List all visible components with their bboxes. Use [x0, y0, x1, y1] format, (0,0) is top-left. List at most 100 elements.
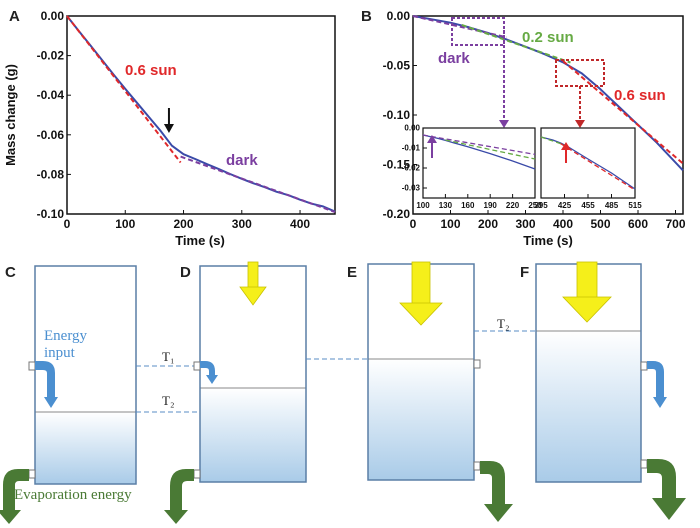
y-tick-label: -0.06: [37, 128, 65, 142]
ylabel-a: Mass change (g): [3, 64, 18, 166]
evaporation-arrowhead-c: [0, 510, 21, 524]
vessel-c: [34, 265, 137, 485]
plot-frame-a: [66, 15, 336, 215]
annotation-green-b: 0.2 sun: [522, 29, 574, 46]
x-tick-label: 0: [410, 217, 417, 231]
energy-arrow-f: [647, 361, 664, 398]
x-tick-label: 250: [528, 201, 542, 210]
series-a: [66, 15, 336, 213]
measured-line: [66, 15, 336, 213]
y-tick-label: -0.01: [402, 144, 421, 153]
xlabel-b: Time (s): [523, 233, 573, 248]
x-tick-label: 425: [558, 201, 572, 210]
axis-ticks-a: 0 100 200 300 400 0.00 -0.02 -0.04 -0.06 -0.08 -0.…: [37, 9, 311, 231]
water-c: [35, 412, 136, 484]
x-tick-label: 485: [605, 201, 619, 210]
water-e: [368, 359, 474, 480]
y-tick-label: -0.10: [383, 108, 411, 122]
x-tick-label: 200: [174, 217, 194, 231]
container-d: [164, 261, 307, 524]
x-tick-label: 200: [478, 217, 498, 231]
fit-line: [180, 155, 336, 213]
x-tick-label: 220: [506, 201, 520, 210]
evaporation-arrow-f: [647, 459, 676, 500]
y-tick-label: -0.02: [37, 49, 65, 63]
x-tick-label: 300: [232, 217, 252, 231]
energy-arrow-c: [35, 361, 55, 398]
t1-label: T₁: [162, 349, 174, 364]
x-tick-label: 700: [665, 217, 685, 231]
panel-label-a: A: [9, 8, 20, 25]
evaporation-arrow-e: [480, 461, 505, 506]
energy-input-line-2: input: [44, 345, 76, 361]
xlabel-a: Time (s): [175, 233, 225, 248]
container-f: [535, 261, 686, 520]
series-b: [412, 15, 684, 172]
port-top-f: [640, 361, 648, 371]
panel-label-b: B: [361, 8, 372, 25]
inset-arrowhead-1: [427, 135, 437, 143]
y-tick-label: 0.00: [41, 9, 65, 23]
y-tick-label: -0.10: [37, 207, 65, 221]
sunlight-arrow-f: [576, 261, 598, 299]
measured-line: [422, 134, 536, 170]
x-tick-label: 515: [628, 201, 642, 210]
schematic: C D E F Energy input Evaporation energy …: [0, 261, 686, 524]
water-f: [536, 331, 641, 482]
y-tick-label: -0.05: [383, 59, 411, 73]
port-top-c: [28, 361, 36, 371]
zoom-arrowhead-red: [575, 120, 585, 128]
arrow-head: [163, 124, 174, 133]
energy-arrowhead-d: [206, 375, 218, 384]
x-tick-label: 100: [115, 217, 135, 231]
measured-line: [412, 15, 684, 172]
water-d: [200, 388, 306, 482]
port-bottom-f: [640, 459, 648, 469]
energy-arrow-d: [200, 361, 215, 376]
y-tick-label: -0.15: [383, 158, 411, 172]
annotation-dark-b: dark: [438, 50, 470, 67]
inset-arrowhead-2: [561, 142, 571, 150]
x-tick-label: 500: [590, 217, 610, 231]
x-tick-label: 400: [553, 217, 573, 231]
evaporation-arrow-c: [3, 469, 29, 512]
port-bottom-d: [193, 469, 201, 479]
x-tick-label: 395: [534, 201, 548, 210]
evaporation-arrowhead-e: [484, 504, 513, 522]
x-tick-label: 160: [461, 201, 475, 210]
container-c: Energy input Evaporation energy: [0, 265, 137, 524]
y-tick-label: -0.04: [37, 88, 65, 102]
x-tick-label: 300: [515, 217, 535, 231]
inset-ticks-1: 100 130 160 190 220 250 0.00 -0.01 -0.02 -0.03: [402, 124, 542, 210]
y-tick-label: -0.20: [383, 207, 411, 221]
x-tick-label: 130: [439, 201, 453, 210]
port-bottom-c: [28, 469, 36, 479]
energy-input-label: Energy input: [44, 328, 91, 361]
annotation-light-a: 0.6 sun: [125, 62, 177, 79]
fit-line: [412, 15, 508, 39]
zoom-arrowhead-dark: [499, 120, 509, 128]
inset-frame-2: [540, 127, 636, 199]
port-top-d: [193, 361, 201, 371]
panel-label-c: C: [5, 264, 16, 281]
x-tick-label: 400: [290, 217, 310, 231]
panel-label-e: E: [347, 264, 357, 281]
energy-arrowhead-c: [44, 397, 58, 408]
fit-line: [422, 134, 536, 156]
inset-2: 395 425 455 485 515: [534, 127, 642, 210]
sunlight-arrowhead-d: [239, 286, 267, 306]
switch-arrow-a: [163, 108, 174, 133]
sunlight-arrowhead-e: [399, 302, 443, 326]
fit-line: [445, 139, 536, 160]
annotation-red-b: 0.6 sun: [614, 87, 666, 104]
x-tick-label: 600: [628, 217, 648, 231]
y-tick-label: 0.00: [387, 9, 411, 23]
y-tick-label: -0.03: [402, 184, 421, 193]
evaporation-arrow-d: [170, 469, 194, 512]
sunlight-arrowhead-f: [562, 296, 612, 323]
inset-1: 100 130 160 190 220 250 0.00 -0.01 -0.02 -0.03: [402, 124, 542, 210]
y-tick-label: -0.08: [37, 167, 65, 181]
y-tick-label: 0.00: [404, 124, 420, 133]
evaporation-arrowhead-d: [164, 510, 188, 524]
fit-line: [562, 60, 684, 165]
